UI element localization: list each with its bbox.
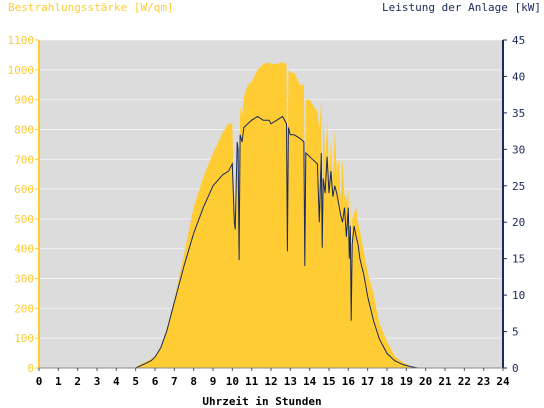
left-tick-label: 900: [14, 94, 34, 107]
x-tick-label: 5: [132, 375, 139, 388]
x-tick-label: 2: [74, 375, 81, 388]
x-tick-label: 20: [419, 375, 432, 388]
left-axis-title: Bestrahlungsstärke [W/qm]: [8, 1, 174, 14]
x-tick-label: 22: [458, 375, 471, 388]
right-tick-label: 20: [512, 216, 525, 229]
left-tick-label: 0: [27, 362, 34, 375]
x-tick-label: 6: [152, 375, 159, 388]
x-tick-label: 23: [477, 375, 490, 388]
x-tick-label: 11: [245, 375, 259, 388]
right-axis-title: Leistung der Anlage [kW]: [382, 1, 541, 14]
x-tick-label: 19: [400, 375, 413, 388]
left-tick-label: 400: [14, 243, 34, 256]
x-tick-label: 15: [322, 375, 335, 388]
left-tick-label: 300: [14, 273, 34, 286]
right-tick-label: 40: [512, 70, 525, 83]
right-tick-label: 35: [512, 107, 525, 120]
left-tick-label: 200: [14, 302, 34, 315]
x-tick-label: 3: [94, 375, 101, 388]
x-tick-label: 24: [496, 375, 510, 388]
right-tick-label: 5: [512, 326, 519, 339]
power-line: [39, 115, 503, 369]
x-tick-label: 7: [171, 375, 178, 388]
left-axis-ticks: 0 100 200 300 400 500 600 700 800 900 1000 1100: [8, 34, 39, 375]
x-tick-label: 17: [361, 375, 374, 388]
left-tick-label: 1100: [8, 34, 35, 47]
right-tick-label: 25: [512, 180, 525, 193]
right-axis-ticks: 0 5 10 15 20 25 30 35 40 45: [503, 34, 525, 375]
x-axis-ticks: 0 1 2 3 4 5 6 7 8 9 10 11 12 13 14 15 16 17 18 19 20 21 22 23 24: [36, 368, 510, 388]
right-tick-label: 10: [512, 289, 525, 302]
x-tick-label: 16: [342, 375, 356, 388]
x-tick-label: 4: [113, 375, 120, 388]
right-tick-label: 0: [512, 362, 519, 375]
x-axis-label: Uhrzeit in Stunden: [202, 395, 321, 408]
x-tick-label: 8: [190, 375, 197, 388]
left-tick-label: 1000: [8, 64, 35, 77]
x-tick-label: 12: [264, 375, 277, 388]
left-tick-label: 700: [14, 153, 34, 166]
x-tick-label: 10: [226, 375, 239, 388]
left-tick-label: 500: [14, 213, 34, 226]
x-tick-label: 9: [210, 375, 217, 388]
left-tick-label: 800: [14, 123, 34, 136]
right-tick-label: 15: [512, 253, 525, 266]
left-tick-label: 100: [14, 332, 34, 345]
x-tick-label: 0: [36, 375, 43, 388]
right-tick-label: 45: [512, 34, 525, 47]
irradiance-area: [39, 62, 503, 369]
x-tick-label: 14: [303, 375, 317, 388]
x-tick-label: 18: [380, 375, 393, 388]
x-tick-label: 1: [55, 375, 62, 388]
right-tick-label: 30: [512, 143, 525, 156]
left-tick-label: 600: [14, 183, 34, 196]
x-tick-label: 21: [438, 375, 452, 388]
x-tick-label: 13: [284, 375, 297, 388]
